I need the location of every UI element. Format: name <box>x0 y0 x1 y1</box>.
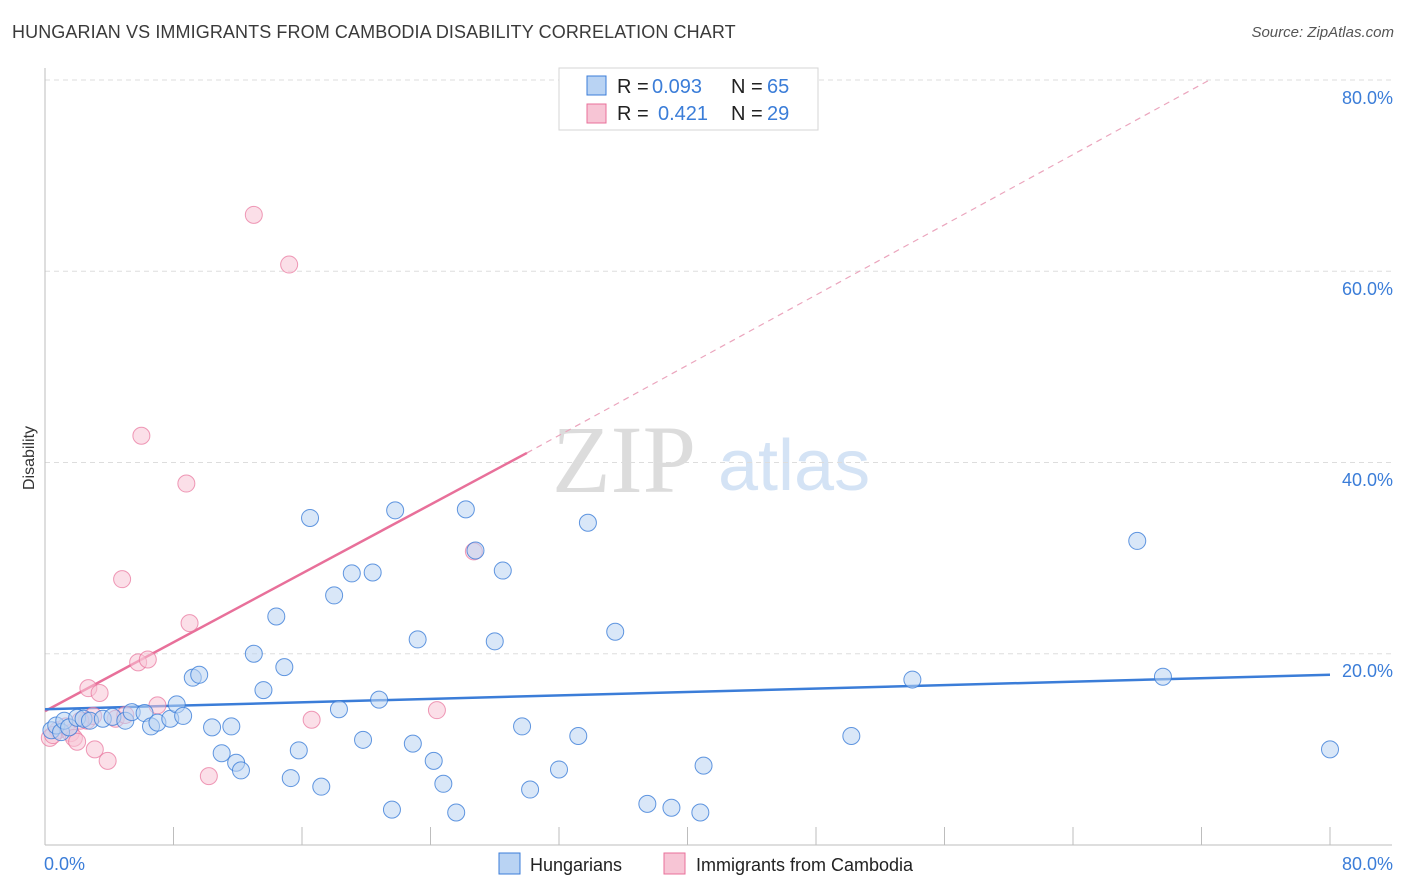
y-tick-label-40: 40.0% <box>1342 470 1393 490</box>
point-hungarians-60 <box>842 726 861 745</box>
legend-r-label-2: R = <box>617 103 649 125</box>
point-hungarians-61 <box>903 670 922 689</box>
legend-swatch-cambodia <box>586 103 607 124</box>
point-hungarians-63 <box>1153 667 1172 686</box>
chart-title: HUNGARIAN VS IMMIGRANTS FROM CAMBODIA DI… <box>12 22 736 42</box>
point-hungarians-44 <box>434 774 453 793</box>
point-cambodia-25 <box>427 701 446 720</box>
bottom-legend-hungarians: Hungarians <box>530 855 622 875</box>
legend-n-value-2: 29 <box>767 103 789 125</box>
y-tick-label-60: 60.0% <box>1342 279 1393 299</box>
point-hungarians-26 <box>254 681 273 700</box>
x-tick-label-max: 80.0% <box>1342 854 1393 874</box>
point-hungarians-22 <box>222 717 241 736</box>
point-hungarians-24 <box>231 761 250 780</box>
point-hungarians-34 <box>329 700 348 719</box>
point-hungarians-50 <box>513 717 532 736</box>
point-hungarians-35 <box>342 564 361 583</box>
correlation-legend: R = 0.093 N = 65 R = 0.421 N = 29 <box>558 67 819 131</box>
legend-swatch-hungarians <box>586 75 607 96</box>
point-hungarians-58 <box>691 803 710 822</box>
point-hungarians-41 <box>403 734 422 753</box>
point-hungarians-33 <box>325 586 344 605</box>
point-hungarians-64 <box>1321 740 1339 759</box>
point-hungarians-20 <box>203 718 222 737</box>
legend-r-value-2: 0.421 <box>658 103 708 125</box>
watermark-atlas: atlas <box>718 426 870 506</box>
point-hungarians-42 <box>408 630 427 649</box>
x-tick-label-min: 0.0% <box>44 854 85 874</box>
point-hungarians-52 <box>550 760 568 779</box>
source-credit: Source: ZipAtlas.com <box>1251 24 1394 41</box>
point-cambodia-16 <box>132 426 151 445</box>
point-cambodia-11 <box>98 751 117 770</box>
series-legend: Hungarians Immigrants from Cambodia <box>498 852 914 875</box>
point-hungarians-38 <box>370 690 389 709</box>
point-cambodia-23 <box>280 255 299 274</box>
point-hungarians-54 <box>578 513 597 532</box>
point-hungarians-36 <box>354 730 373 749</box>
point-hungarians-53 <box>569 726 588 745</box>
point-hungarians-32 <box>312 777 331 796</box>
point-hungarians-49 <box>493 561 512 580</box>
grid-lines <box>45 79 1392 655</box>
point-cambodia-13 <box>113 570 132 589</box>
point-hungarians-45 <box>447 803 466 822</box>
point-hungarians-30 <box>289 741 308 760</box>
point-hungarians-17 <box>174 706 193 725</box>
bottom-legend-swatch-cambodia <box>663 852 686 875</box>
point-hungarians-59 <box>694 756 713 775</box>
point-hungarians-62 <box>1128 531 1147 550</box>
bottom-legend-cambodia: Immigrants from Cambodia <box>696 855 914 875</box>
y-axis-label: Disability <box>21 426 38 490</box>
point-hungarians-21 <box>212 744 231 763</box>
point-hungarians-31 <box>301 508 320 527</box>
point-hungarians-29 <box>281 769 300 788</box>
legend-r-value-1: 0.093 <box>652 76 702 98</box>
point-cambodia-9 <box>85 740 104 759</box>
legend-n-value-1: 65 <box>767 76 789 98</box>
legend-n-label-1: N = <box>731 76 763 98</box>
point-cambodia-21 <box>199 767 218 786</box>
point-hungarians-46 <box>456 500 475 519</box>
trend-extension-cambodia <box>526 79 1210 454</box>
watermark: ZIP atlas <box>552 406 870 513</box>
y-tick-labels: 20.0% 40.0% 60.0% 80.0% <box>1342 88 1393 681</box>
x-axis-ticks <box>44 827 1331 845</box>
watermark-zip: ZIP <box>552 406 696 513</box>
point-hungarians-56 <box>638 794 657 813</box>
point-hungarians-51 <box>521 780 540 799</box>
point-cambodia-24 <box>302 710 321 729</box>
point-cambodia-17 <box>138 650 157 669</box>
trend-lines <box>44 79 1331 713</box>
legend-r-label-1: R = <box>617 76 649 98</box>
point-cambodia-19 <box>177 474 196 493</box>
point-hungarians-37 <box>363 563 382 582</box>
trend-line-hungarians <box>44 673 1331 711</box>
point-cambodia-10 <box>90 683 109 702</box>
bottom-legend-swatch-hungarians <box>498 852 521 875</box>
point-hungarians-27 <box>267 607 286 626</box>
point-hungarians-43 <box>424 751 443 770</box>
series-hungarians-points <box>42 500 1339 822</box>
point-hungarians-19 <box>190 665 209 684</box>
point-cambodia-20 <box>180 614 199 633</box>
point-hungarians-39 <box>382 800 401 819</box>
y-tick-label-80: 80.0% <box>1342 88 1393 108</box>
point-cambodia-22 <box>244 205 263 224</box>
point-hungarians-48 <box>485 632 504 651</box>
point-hungarians-55 <box>606 622 625 641</box>
point-hungarians-40 <box>386 501 405 520</box>
point-hungarians-28 <box>275 658 294 677</box>
point-hungarians-47 <box>466 541 485 560</box>
y-tick-label-20: 20.0% <box>1342 661 1393 681</box>
point-hungarians-57 <box>662 798 681 817</box>
point-hungarians-25 <box>244 644 263 663</box>
point-cambodia-5 <box>68 732 87 751</box>
trend-line-cambodia <box>44 451 528 713</box>
legend-n-label-2: N = <box>731 103 763 125</box>
